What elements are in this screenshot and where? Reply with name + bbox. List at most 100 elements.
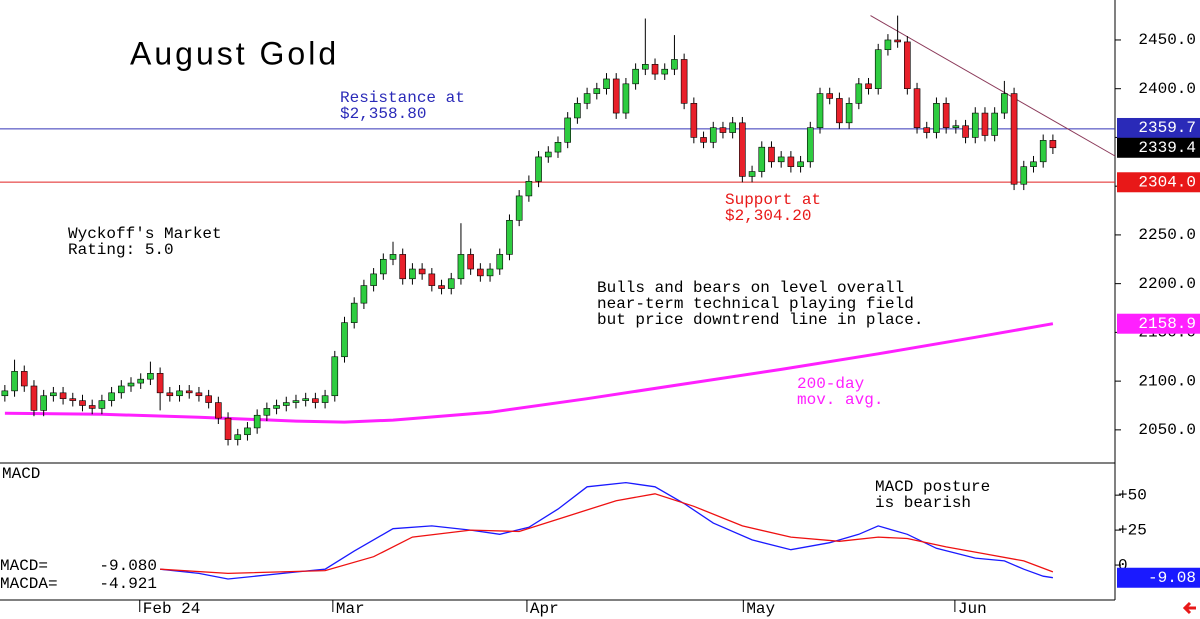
macd-y-tick-label: 0 bbox=[1118, 556, 1128, 574]
candle-body bbox=[933, 103, 940, 133]
candle-body bbox=[632, 68, 639, 85]
candle-body bbox=[525, 181, 533, 197]
candle-body bbox=[88, 405, 96, 409]
candle-body bbox=[583, 93, 591, 104]
candle-body bbox=[729, 122, 736, 133]
candle-body bbox=[515, 195, 523, 221]
candle-body bbox=[98, 400, 106, 409]
candle-body bbox=[506, 219, 513, 255]
candle-body bbox=[544, 151, 552, 158]
scroll-arrow[interactable] bbox=[1182, 601, 1196, 615]
candle-body bbox=[806, 127, 814, 163]
candle-body bbox=[156, 373, 164, 394]
trendline bbox=[870, 15, 1116, 157]
candle-body bbox=[612, 78, 620, 114]
candle-body bbox=[661, 68, 669, 75]
y-tick-label: 2400.0 bbox=[1138, 80, 1196, 98]
annotation: but price downtrend line in place. bbox=[597, 311, 923, 329]
candle-body bbox=[894, 39, 901, 43]
annotation: is bearish bbox=[875, 494, 971, 512]
price-tag: 2304.0 bbox=[1138, 173, 1196, 191]
candle-body bbox=[554, 142, 562, 153]
candle-body bbox=[399, 254, 407, 280]
candle-body bbox=[127, 382, 135, 387]
candle-body bbox=[331, 356, 339, 397]
candle-body bbox=[273, 405, 280, 409]
candle-body bbox=[370, 273, 377, 286]
candle-body bbox=[564, 117, 571, 143]
candle-body bbox=[942, 103, 950, 128]
candle-body bbox=[690, 103, 698, 138]
chart-title: August Gold bbox=[130, 35, 339, 71]
macd-tag-box bbox=[1117, 567, 1200, 588]
candle-body bbox=[282, 402, 290, 406]
ma200-line bbox=[4, 322, 1054, 424]
candle-body bbox=[244, 427, 251, 436]
candle-body bbox=[409, 268, 416, 280]
y-tick-label: 2250.0 bbox=[1138, 226, 1196, 244]
candle-body bbox=[913, 88, 921, 128]
readout-value: -9.080 bbox=[99, 557, 157, 575]
candle-body bbox=[302, 398, 309, 401]
price-tag: 2359.7 bbox=[1138, 119, 1196, 137]
candle-body bbox=[816, 93, 824, 128]
candle-body bbox=[341, 322, 348, 358]
candle-body bbox=[486, 268, 494, 277]
candle-body bbox=[20, 371, 28, 387]
readout-name: MACDA= bbox=[0, 575, 58, 593]
candle-body bbox=[253, 414, 261, 429]
candle-body bbox=[195, 392, 203, 397]
candle-body bbox=[350, 302, 358, 323]
candle-body bbox=[263, 408, 271, 416]
candle-body bbox=[671, 59, 678, 70]
x-tick-label: Jun bbox=[958, 600, 987, 618]
candle-body bbox=[438, 285, 445, 289]
candle-body bbox=[380, 258, 387, 275]
candle-body bbox=[147, 373, 154, 380]
candle-body bbox=[991, 112, 998, 136]
candle-body bbox=[865, 83, 872, 90]
candle-body bbox=[700, 137, 707, 143]
candle-body bbox=[574, 103, 581, 119]
annotation: 200-day bbox=[797, 375, 865, 393]
candle-body bbox=[118, 385, 125, 394]
candle-body bbox=[719, 127, 727, 133]
candle-body bbox=[11, 371, 18, 392]
annotation: Wyckoff's Market bbox=[68, 225, 222, 243]
candle-body bbox=[496, 254, 504, 270]
macd-tag: -9.08 bbox=[1148, 569, 1196, 587]
macd-y-tick-label: +50 bbox=[1118, 486, 1147, 504]
y-tick-label: 2100.0 bbox=[1138, 372, 1196, 390]
candle-body bbox=[457, 254, 465, 280]
candle-body bbox=[923, 127, 931, 133]
candle-body bbox=[40, 395, 47, 411]
candle-body bbox=[1049, 140, 1057, 149]
candle-body bbox=[642, 64, 649, 70]
price-tag: 2158.9 bbox=[1138, 315, 1196, 333]
candle-body bbox=[79, 400, 86, 406]
candle-body bbox=[603, 78, 610, 90]
candle-body bbox=[952, 125, 960, 128]
candle-body bbox=[428, 273, 436, 286]
candle-body bbox=[176, 390, 183, 397]
candle-body bbox=[622, 83, 630, 114]
price-tag-box bbox=[1117, 117, 1200, 138]
y-tick-label: 2450.0 bbox=[1138, 31, 1196, 49]
y-tick-label: 2050.0 bbox=[1138, 421, 1196, 439]
candle-body bbox=[971, 112, 979, 138]
candle-body bbox=[59, 392, 67, 399]
candle-body bbox=[1030, 161, 1037, 167]
annotation: Rating: 5.0 bbox=[68, 241, 174, 259]
candle-body bbox=[69, 398, 77, 401]
candle-body bbox=[787, 156, 795, 167]
annotation: $2,304.20 bbox=[725, 207, 811, 225]
annotation: near-term technical playing field bbox=[597, 295, 914, 313]
candle-body bbox=[1010, 93, 1018, 185]
candle-body bbox=[137, 378, 145, 384]
x-tick-label: Mar bbox=[336, 600, 365, 618]
candle-body bbox=[826, 93, 833, 99]
annotation: Bulls and bears on level overall bbox=[597, 279, 904, 297]
readout-value: -4.921 bbox=[99, 575, 157, 593]
